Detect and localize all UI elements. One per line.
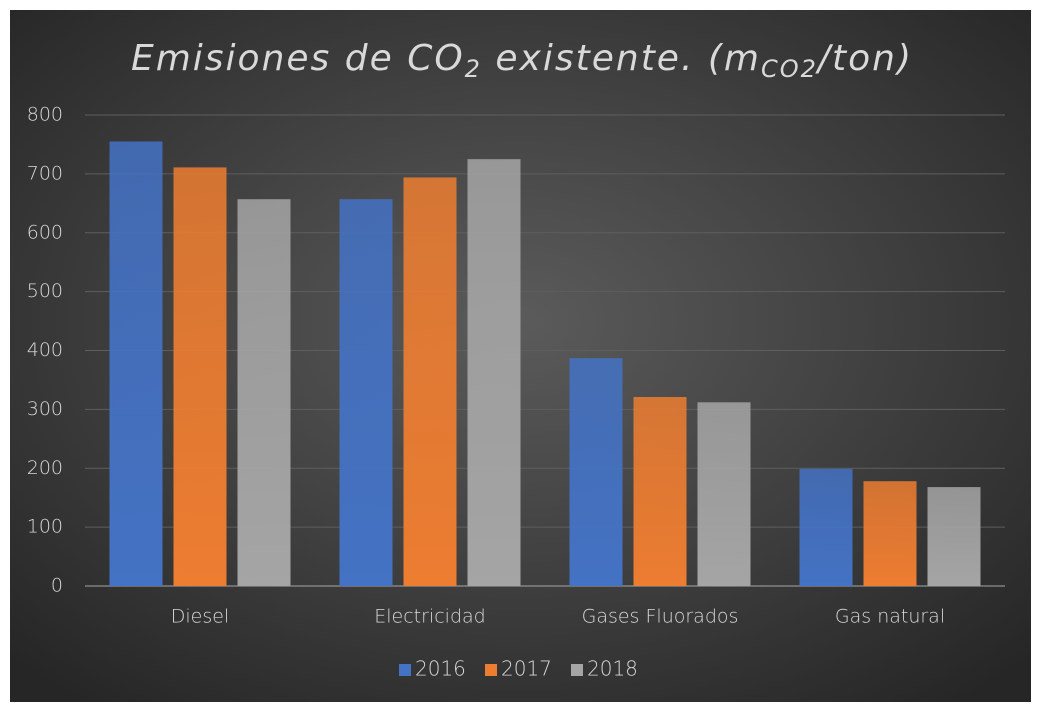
bar [173,167,227,586]
legend-swatch [571,664,583,676]
bar [109,141,163,586]
y-tick-label: 100 [27,516,63,538]
bar [863,481,917,586]
bar [633,397,687,586]
bar [697,402,751,586]
bar [799,468,853,586]
title-subscript: 2 [465,55,482,83]
bar [339,199,393,586]
bar [237,199,291,586]
y-tick-label: 600 [27,221,63,243]
legend-label: 2018 [587,657,638,681]
y-tick-label: 700 [27,162,63,184]
legend-label: 2017 [501,657,552,681]
bar [467,159,521,586]
y-tick-label: 500 [27,280,63,302]
y-tick-label: 800 [27,104,63,126]
bar [569,358,623,586]
y-tick-label: 400 [27,339,63,361]
chart-title: Emisiones de CO2 existente. (mCO2/ton) [131,38,913,83]
x-tick-label: Gas natural [835,606,945,628]
title-part: /ton) [815,38,913,79]
bar [927,487,981,586]
y-tick-label: 300 [27,398,63,420]
x-tick-label: Electricidad [374,606,485,628]
y-tick-label: 200 [27,457,63,479]
title-subscript: CO2 [761,55,818,83]
x-tick-label: Diesel [171,606,229,628]
legend-swatch [485,664,497,676]
legend-swatch [399,664,411,676]
y-tick-label: 0 [51,575,63,597]
x-tick-label: Gases Fluorados [582,606,739,628]
legend-label: 2016 [415,657,466,681]
bar [403,177,457,586]
title-part: Emisiones de CO [131,38,465,79]
title-part: existente. (m [482,38,761,79]
